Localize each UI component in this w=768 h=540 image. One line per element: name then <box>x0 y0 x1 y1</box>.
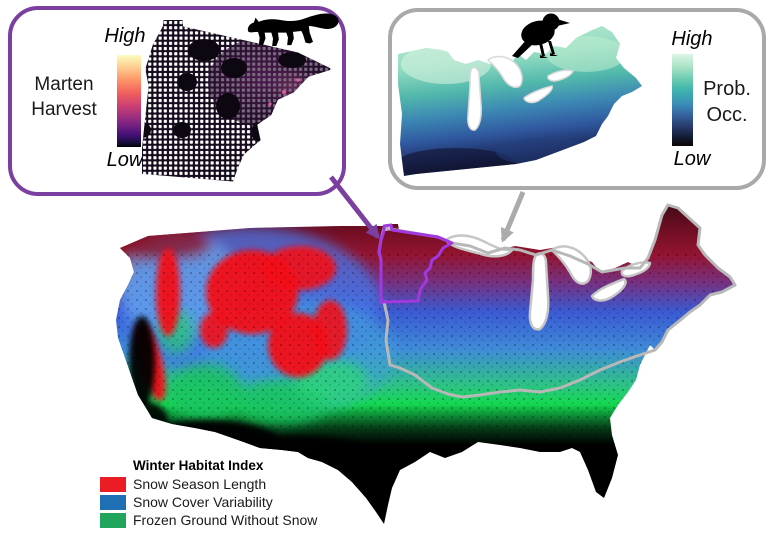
marten-inset-title: Marten Harvest <box>16 73 112 122</box>
marten-harvest-colorbar <box>117 55 141 147</box>
marten-inset-title-line1: Marten <box>34 74 94 95</box>
bird-inset-title-line1: Prob. <box>703 78 751 100</box>
bird-inset-title: Prob. Occ. <box>696 76 758 128</box>
bird-colorbar-high-label: High <box>671 28 713 50</box>
legend-row-snow-cover: Snow Cover Variability <box>100 493 317 511</box>
lake-erie <box>590 277 627 302</box>
legend-row-frozen-ground: Frozen Ground Without Snow <box>100 511 317 529</box>
marten-inset-title-line2: Harvest <box>31 98 97 120</box>
legend-title: Winter Habitat Index <box>133 458 264 473</box>
bird-colorbar-low-label: Low <box>673 148 711 170</box>
legend-swatch-blue <box>100 494 126 510</box>
legend-row-snow-season: Snow Season Length <box>100 475 317 493</box>
study-region-outline <box>377 203 737 399</box>
minnesota-harvest-map <box>142 20 344 192</box>
legend-label-snow-cover: Snow Cover Variability <box>133 494 273 510</box>
bird-inset-title-line2: Occ. <box>706 104 748 126</box>
legend-label-frozen-ground: Frozen Ground Without Snow <box>133 512 318 528</box>
inset-lake-erie <box>523 85 554 104</box>
legend-swatch-red <box>100 476 126 492</box>
marten-colorbar-high-label: High <box>104 25 146 47</box>
marten-colorbar-low-label: Low <box>106 149 144 171</box>
legend-label-snow-season: Snow Season Length <box>133 476 267 492</box>
bird-silhouette-icon <box>510 10 574 62</box>
bird-occurrence-colorbar <box>672 54 693 146</box>
inset-lake-ontario <box>547 69 575 82</box>
lake-huron <box>550 245 593 285</box>
lake-michigan <box>528 252 550 331</box>
inset-lake-huron <box>486 55 523 88</box>
minnesota-outline <box>377 223 454 304</box>
marten-silhouette-icon <box>243 10 343 52</box>
winter-habitat-legend: Winter Habitat Index Snow Season Length … <box>100 458 317 529</box>
inset-lake-michigan <box>467 66 482 131</box>
legend-swatch-green <box>100 512 126 528</box>
